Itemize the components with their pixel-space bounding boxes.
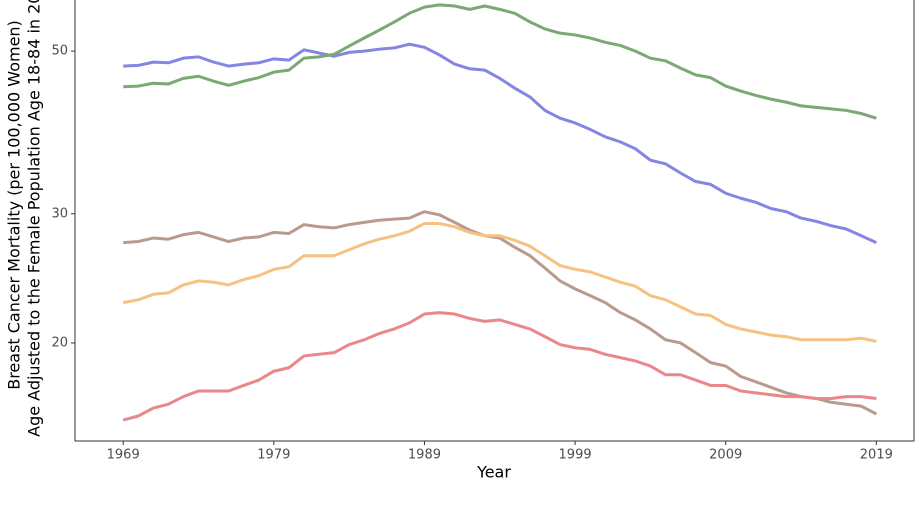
x-tick-label: 1989	[408, 448, 441, 463]
series-line	[123, 3, 877, 120]
y-axis-title: Breast Cancer Mortality (per 100,000 Wom…	[5, 20, 24, 390]
x-tick-label: 2009	[709, 448, 742, 463]
y-tick-label: 20	[51, 335, 68, 350]
series-line	[122, 311, 877, 422]
x-tick-label: 1979	[257, 448, 290, 463]
y-axis-title: Age Adjusted to the Female Population Ag…	[25, 0, 44, 437]
y-tick-label: 50	[51, 44, 68, 59]
x-tick-label: 1999	[559, 448, 592, 463]
series-line	[123, 42, 877, 245]
x-axis-title: Year	[476, 463, 511, 482]
x-tick-label: 1969	[107, 448, 140, 463]
series-line	[123, 210, 878, 416]
panel-border	[74, 0, 915, 442]
x-tick-label: 2019	[860, 448, 893, 463]
series-line	[122, 221, 877, 343]
y-tick-label: 30	[51, 206, 68, 221]
